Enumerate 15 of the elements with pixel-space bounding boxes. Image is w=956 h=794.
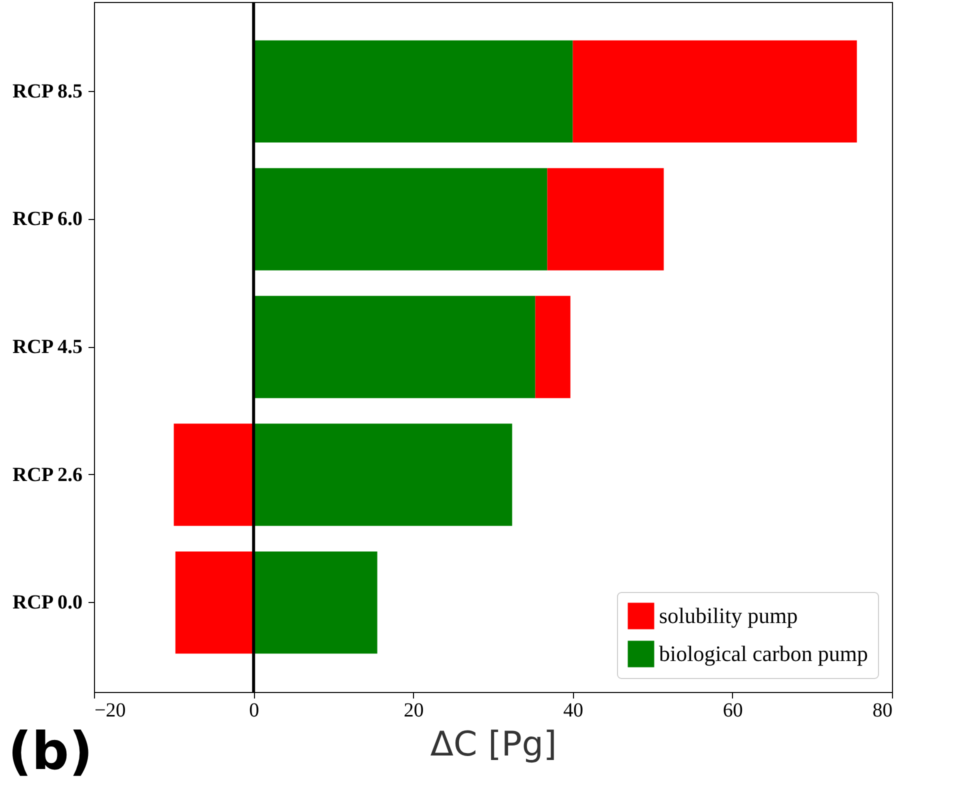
y-tick-label: RCP 8.5 [12, 80, 82, 102]
y-tick-label: RCP 6.0 [12, 208, 82, 230]
x-tick-label: 60 [722, 700, 743, 722]
x-tick-label: −20 [94, 700, 126, 722]
y-tick-label: RCP 2.6 [12, 464, 82, 486]
x-tick-label: 80 [872, 700, 892, 722]
x-axis-title: ΔC [Pg] [430, 724, 557, 764]
y-tick-label: RCP 0.0 [12, 592, 82, 614]
text: (b) [8, 722, 93, 782]
legend-label: solubility pump [659, 603, 798, 628]
legend-label: biological carbon pump [659, 641, 868, 666]
x-tick-label: 40 [563, 700, 584, 722]
x-tick-label: 20 [404, 700, 424, 722]
x-tick-label: 0 [249, 700, 260, 722]
y-tick-label: RCP 4.5 [12, 336, 82, 358]
